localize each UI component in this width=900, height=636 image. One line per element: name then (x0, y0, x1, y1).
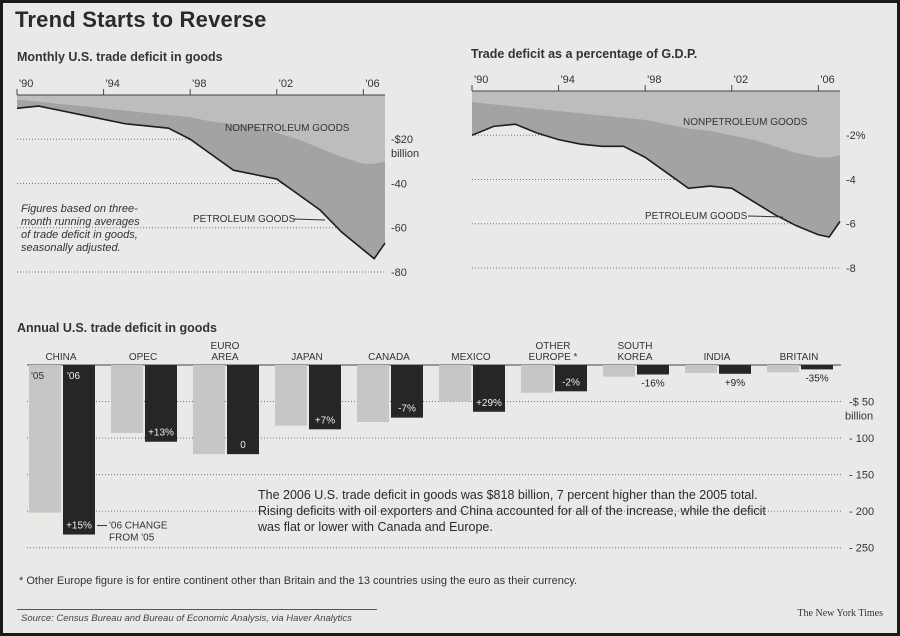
chart3-y-tick-label: - 200 (849, 506, 874, 518)
chart2-y-tick-label: -8 (846, 263, 856, 275)
chart2-total-line (471, 123, 841, 238)
chart3-category-label: OPEC (129, 352, 157, 363)
chart3-category-label: MEXICO (451, 352, 491, 363)
chart1-x-tick-label: '02 (279, 78, 293, 90)
chart3-category-label: EURO (211, 341, 240, 352)
chart2-x-tick-label: '94 (561, 74, 575, 86)
credit-line: The New York Times (797, 608, 883, 619)
chart3-change-label: +13% (148, 428, 174, 439)
page-title: Trend Starts to Reverse (15, 7, 267, 32)
chart3-y-unit-label: billion (845, 411, 873, 423)
chart2-petroleum-label: PETROLEUM GOODS (645, 211, 748, 222)
chart1-y-unit-label: billion (391, 148, 419, 160)
chart3-category-label: JAPAN (291, 352, 323, 363)
chart3-category-label: SOUTH (618, 341, 653, 352)
source-rule (17, 609, 377, 610)
chart1-title: Monthly U.S. trade deficit in goods (17, 50, 223, 64)
chart2-x-tick-label: '90 (474, 74, 488, 86)
chart3-change-label: -35% (805, 373, 828, 384)
chart3-bar-2006 (801, 365, 833, 370)
footnote: * Other Europe figure is for entire cont… (19, 575, 578, 587)
chart3-change-label: -2% (562, 377, 580, 388)
chart3-category-label: INDIA (704, 352, 731, 363)
chart3-change-label: 0 (240, 440, 246, 451)
chart3-y-tick-label: - 250 (849, 543, 874, 555)
chart1-y-tick-label: -80 (391, 267, 407, 279)
chart3-bar-2006 (637, 365, 669, 375)
chart3-bar-2005 (439, 365, 471, 402)
chart3-bar-2006 (145, 365, 177, 442)
chart3-bar-2005 (685, 365, 717, 374)
chart3-category-label: CHINA (45, 352, 76, 363)
chart3-bar-2005 (29, 365, 61, 513)
chart3-year-label-2005: '05 (31, 371, 44, 382)
chart3-change-legend: '06 CHANGE (109, 521, 168, 532)
chart3-bar-2005 (193, 365, 225, 455)
chart2-y-tick-label: -6 (846, 219, 856, 231)
chart3-plot: -$ 50 - 100 - 150 - 200 - 250 billion CHINA +15… (27, 341, 874, 555)
chart3-year-label-2006: '06 (67, 371, 80, 382)
chart3-bar-2006 (719, 365, 751, 374)
chart3-bar-2005 (521, 365, 553, 393)
chart1-y-tick-label: -40 (391, 178, 407, 190)
chart3-change-label: +29% (476, 398, 502, 409)
chart2-y-tick-label: -4 (846, 174, 856, 186)
chart2-x-tick-label: '98 (647, 74, 661, 86)
chart3-change-label: -16% (641, 379, 664, 390)
chart3-bar-2006 (473, 365, 505, 412)
chart1-x-tick-label: '90 (19, 78, 33, 90)
chart2-nonpetroleum-area (472, 91, 840, 158)
chart1-x-tick-label: '06 (365, 78, 379, 90)
chart2-petroleum-leader (747, 215, 784, 218)
chart2-plot: '90 '94 '98 '02 '06 -2% -4 -6 -8 NONPETROLEUM GOO… (471, 74, 866, 275)
chart3-y-tick-label: - 100 (849, 433, 874, 445)
chart2-nonpetroleum-label: NONPETROLEUM GOODS (683, 117, 808, 128)
source-line: Source: Census Bureau and Bureau of Econ… (21, 613, 352, 624)
chart3-change-label: +15% (66, 521, 92, 532)
chart3-category-label: KOREA (617, 352, 652, 363)
chart3-category-label: CANADA (368, 352, 410, 363)
chart1-y-tick-label: -60 (391, 223, 407, 235)
chart3-change-label: -7% (398, 404, 416, 415)
chart3-bar-2005 (767, 365, 799, 373)
chart3-category-label: BRITAIN (780, 352, 819, 363)
summary-text: The 2006 U.S. trade deficit in goods was… (258, 488, 766, 534)
chart1-x-tick-label: '98 (192, 78, 206, 90)
chart3-bar-2006 (227, 365, 259, 455)
chart3-y-tick-label: - 150 (849, 470, 874, 482)
chart3-change-legend: FROM '05 (109, 533, 155, 544)
chart1-petroleum-leader (292, 218, 326, 221)
chart3-bar-2006 (309, 365, 341, 430)
chart1-nonpetroleum-area (17, 95, 385, 164)
chart3-y-tick-label: -$ 50 (849, 397, 874, 409)
chart3-category-label: OTHER (536, 341, 571, 352)
chart3-bar-2006 (555, 365, 587, 392)
chart3-change-label: +7% (315, 415, 335, 426)
chart1-x-tick-label: '94 (106, 78, 120, 90)
chart2-title: Trade deficit as a percentage of G.D.P. (471, 47, 698, 61)
chart1-y-tick-label: -$20 (391, 134, 413, 146)
chart3-bar-2006 (63, 365, 95, 535)
chart2-x-tick-label: '02 (734, 74, 748, 86)
chart1-nonpetroleum-label: NONPETROLEUM GOODS (225, 123, 350, 134)
chart3-category-label: AREA (211, 352, 239, 363)
chart1-note: Figures based on three-month running ave… (21, 203, 140, 254)
chart1-total-line (16, 105, 386, 260)
chart2-petroleum-area (472, 102, 840, 237)
chart1-petroleum-label: PETROLEUM GOODS (193, 214, 296, 225)
chart3-change-label: +9% (725, 378, 745, 389)
chart3-bar-2006 (391, 365, 423, 418)
chart3-title: Annual U.S. trade deficit in goods (17, 321, 218, 335)
chart2-y-tick-label: -2% (846, 130, 866, 142)
chart3-bar-2005 (603, 365, 635, 377)
chart1-petroleum-area (17, 99, 385, 259)
chart3-category-label: EUROPE * (529, 352, 578, 363)
chart2-x-tick-label: '06 (820, 74, 834, 86)
chart3-bar-2005 (357, 365, 389, 422)
chart3-bar-2005 (111, 365, 143, 433)
chart1-plot: '90 '94 '98 '02 '06 -$20 -40 -60 -80 billion NONPE… (16, 78, 419, 279)
chart3-bar-2005 (275, 365, 307, 426)
